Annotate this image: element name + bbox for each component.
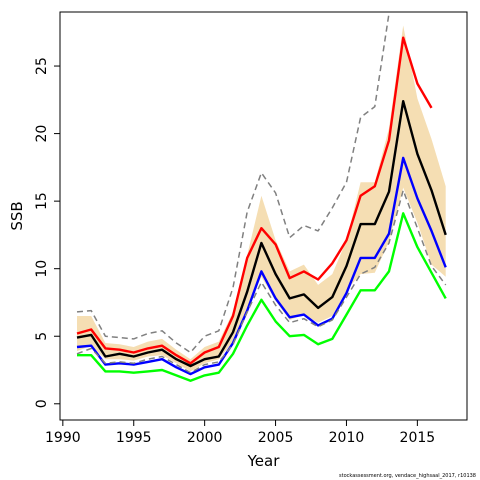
series-line-5 — [76, 189, 447, 374]
y-axis-title: SSB — [8, 201, 26, 230]
series-line-0 — [76, 36, 433, 365]
confidence-band — [77, 25, 446, 372]
x-tick-label: 2015 — [400, 430, 436, 446]
y-tick-label: 20 — [34, 125, 50, 143]
y-tick-label: 15 — [34, 192, 50, 210]
y-tick-label: 10 — [34, 260, 50, 278]
y-tick-label: 25 — [34, 57, 50, 75]
series-group — [76, 13, 447, 382]
x-tick-label: 2005 — [258, 430, 294, 446]
plot-layer — [76, 13, 447, 382]
plot-frame — [59, 11, 468, 421]
y-axis: 0 5 10 15 20 25 — [34, 57, 60, 408]
footer-credit: stockassessment.org, vendace_highsaal_20… — [339, 473, 476, 479]
series-line-3 — [77, 212, 447, 382]
x-tick-label: 2000 — [187, 430, 223, 446]
y-tick-label: 0 — [34, 399, 50, 408]
x-axis-title: Year — [247, 452, 281, 470]
x-tick-label: 2010 — [329, 430, 365, 446]
series-line-2 — [76, 156, 447, 376]
x-tick-label: 1995 — [116, 430, 152, 446]
series-line-4 — [76, 13, 390, 354]
x-tick-label: 1990 — [45, 430, 81, 446]
y-tick-label: 5 — [34, 332, 50, 341]
series-line-1 — [76, 100, 447, 368]
x-axis: 1990 1995 2000 2005 2010 2015 — [45, 420, 435, 446]
